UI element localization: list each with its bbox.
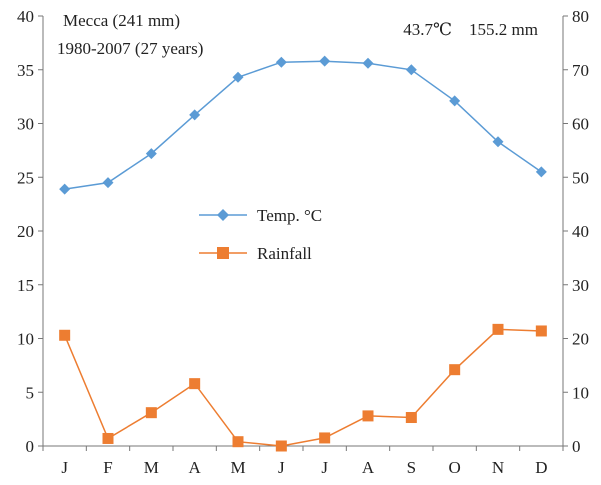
temp-point — [535, 166, 547, 178]
temp-point — [189, 109, 201, 121]
temp-series-line — [64, 60, 542, 190]
x-tick-label: A — [189, 458, 202, 477]
right-tick-label: 10 — [572, 383, 589, 402]
x-tick-label: D — [535, 458, 547, 477]
chart-title: Mecca (241 mm) — [63, 11, 180, 30]
left-tick-label: 0 — [26, 437, 35, 456]
rainfall-point — [449, 364, 461, 376]
ticks: 0 5 10 15 20 25 30 35 40 0 10 20 30 40 50 60 70 80 J F M A M J J… — [17, 7, 589, 477]
rainfall-point — [232, 436, 244, 448]
rainfall-point — [492, 323, 504, 335]
x-tick-label: S — [407, 458, 416, 477]
right-tick-label: 50 — [572, 168, 589, 187]
x-tick-label: N — [492, 458, 504, 477]
right-tick-label: 70 — [572, 61, 589, 80]
rainfall-point — [362, 410, 374, 422]
left-tick-label: 15 — [17, 276, 34, 295]
temp-point — [102, 177, 114, 189]
chart-annotation: 43.7℃ 155.2 mm — [403, 20, 538, 39]
rainfall-point — [275, 440, 287, 452]
left-tick-label: 35 — [17, 61, 34, 80]
right-tick-label: 60 — [572, 115, 589, 134]
legend-temp-marker — [217, 209, 229, 221]
rainfall-point — [189, 378, 201, 390]
axes — [42, 16, 564, 447]
temp-point — [492, 136, 504, 148]
left-tick-label: 30 — [17, 115, 34, 134]
x-tick-label: A — [362, 458, 375, 477]
x-tick-label: J — [321, 458, 328, 477]
right-tick-label: 40 — [572, 222, 589, 241]
right-tick-label: 20 — [572, 330, 589, 349]
rainfall-point — [535, 325, 547, 337]
legend-item-rainfall: Rainfall — [199, 244, 312, 263]
left-tick-label: 10 — [17, 330, 34, 349]
left-tick-label: 25 — [17, 168, 34, 187]
right-tick-label: 30 — [572, 276, 589, 295]
temp-point — [405, 64, 417, 76]
x-tick-label: O — [449, 458, 461, 477]
rainfall-point — [145, 407, 157, 419]
rainfall-point — [405, 412, 417, 424]
temp-point — [145, 148, 157, 160]
temp-point — [232, 71, 244, 83]
temp-point — [59, 183, 71, 195]
legend-item-temp: Temp. °C — [199, 206, 322, 225]
right-tick-label: 80 — [572, 7, 589, 26]
x-tick-label: M — [230, 458, 245, 477]
legend-temp-label: Temp. °C — [257, 206, 322, 225]
left-tick-label: 40 — [17, 7, 34, 26]
legend: Temp. °C Rainfall — [199, 206, 322, 263]
rainfall-point — [319, 432, 331, 444]
series-layer — [59, 55, 547, 452]
rainfall-point — [102, 432, 114, 444]
x-tick-label: M — [144, 458, 159, 477]
temp-point — [275, 56, 287, 68]
x-tick-label: F — [103, 458, 112, 477]
legend-rainfall-marker — [217, 247, 229, 259]
right-tick-label: 0 — [572, 437, 581, 456]
temp-point — [449, 95, 461, 107]
temp-point — [319, 55, 331, 67]
chart-subtitle: 1980-2007 (27 years) — [57, 39, 203, 58]
legend-rainfall-label: Rainfall — [257, 244, 312, 263]
rainfall-point — [59, 329, 71, 341]
rainfall-series-line — [64, 328, 542, 447]
left-tick-label: 20 — [17, 222, 34, 241]
left-tick-label: 5 — [26, 383, 35, 402]
x-tick-label: J — [61, 458, 68, 477]
temp-point — [362, 57, 374, 69]
x-tick-label: J — [278, 458, 285, 477]
